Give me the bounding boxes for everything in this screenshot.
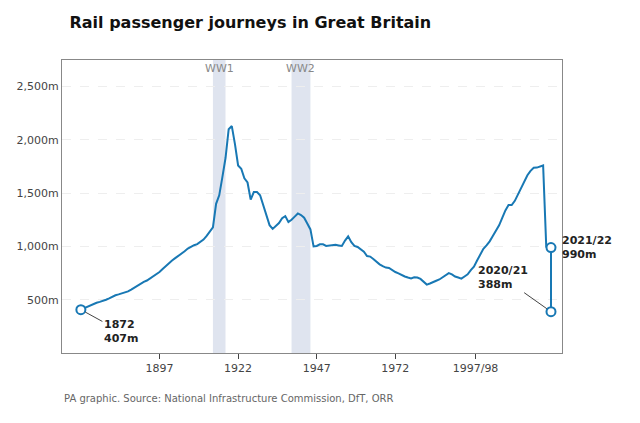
svg-text:Rail passenger journeys in Gre: Rail passenger journeys in Great Britain: [70, 13, 432, 32]
svg-text:1897: 1897: [145, 362, 173, 375]
svg-text:1,500m: 1,500m: [17, 187, 59, 200]
svg-text:2,500m: 2,500m: [17, 80, 59, 93]
svg-text:2,000m: 2,000m: [17, 134, 59, 147]
svg-text:1,000m: 1,000m: [17, 240, 59, 253]
svg-text:1922: 1922: [224, 362, 252, 375]
svg-text:500m: 500m: [27, 294, 59, 307]
svg-text:PA graphic. Source: National I: PA graphic. Source: National Infrastruct…: [64, 393, 394, 404]
svg-text:2021/22990m: 2021/22990m: [562, 234, 612, 261]
svg-text:2020/21388m: 2020/21388m: [478, 264, 528, 291]
svg-text:1972: 1972: [381, 362, 409, 375]
svg-text:WW2: WW2: [286, 62, 315, 75]
svg-text:WW1: WW1: [205, 62, 234, 75]
svg-text:1947: 1947: [303, 362, 331, 375]
svg-text:1997/98: 1997/98: [453, 362, 499, 375]
svg-text:1872407m: 1872407m: [104, 318, 138, 345]
